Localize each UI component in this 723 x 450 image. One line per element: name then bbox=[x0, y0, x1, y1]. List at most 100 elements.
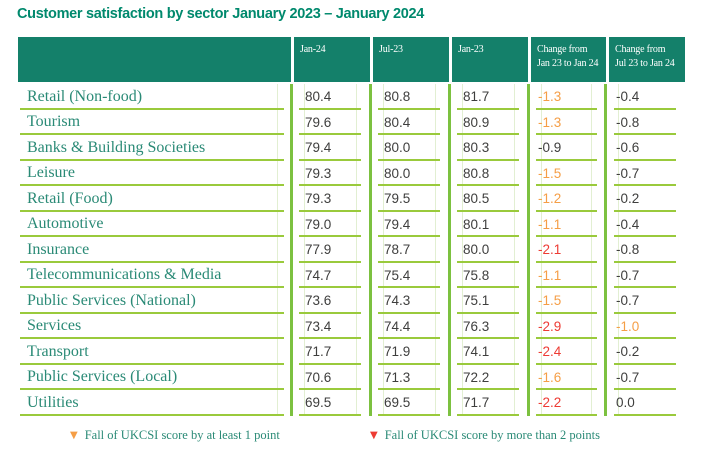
table-row: Banks & Building Societies 79.4 80.0 80.3 -0… bbox=[18, 135, 685, 161]
change-jul-cell: -0.8 bbox=[606, 110, 685, 136]
jul23-cell: 71.3 bbox=[370, 365, 449, 391]
jul23-cell: 80.0 bbox=[370, 161, 449, 187]
satisfaction-table: Jan-24 Jul-23 Jan-23 Change from Jan 23 to J… bbox=[18, 37, 685, 416]
change-jan-cell: -2.4 bbox=[528, 339, 606, 365]
change-jul-cell: -0.2 bbox=[606, 339, 685, 365]
column-rule bbox=[356, 84, 384, 416]
change-jan-cell: -1.1 bbox=[528, 263, 606, 289]
sector-name-cell: Leisure bbox=[18, 161, 291, 187]
jan24-cell: 73.4 bbox=[291, 314, 370, 340]
red-down-triangle-icon: ▼ bbox=[370, 429, 378, 441]
jan24-cell: 70.6 bbox=[291, 365, 370, 391]
change-jul-cell: 0.0 bbox=[606, 390, 685, 416]
jan24-cell: 71.7 bbox=[291, 339, 370, 365]
jan23-cell: 80.9 bbox=[449, 110, 528, 136]
legend-label: Fall of UKCSI score by more than 2 point… bbox=[384, 428, 600, 442]
column-header-sector bbox=[18, 37, 291, 82]
change-jan-cell: -1.5 bbox=[528, 288, 606, 314]
jul23-cell: 69.5 bbox=[370, 390, 449, 416]
table-row: Utilities 69.5 69.5 71.7 -2.2 0.0 bbox=[18, 390, 685, 416]
jan24-cell: 73.6 bbox=[291, 288, 370, 314]
change-jul-cell: -1.0 bbox=[606, 314, 685, 340]
jul23-cell: 79.5 bbox=[370, 186, 449, 212]
column-header-text: Jan-24 bbox=[300, 44, 326, 55]
column-rule bbox=[514, 84, 542, 416]
table-header: Jan-24 Jul-23 Jan-23 Change from Jan 23 to J… bbox=[18, 37, 685, 82]
jul23-cell: 75.4 bbox=[370, 263, 449, 289]
jan23-cell: 71.7 bbox=[449, 390, 528, 416]
column-header-jan24: Jan-24 bbox=[291, 37, 370, 82]
change-jan-cell: -2.9 bbox=[528, 314, 606, 340]
orange-down-triangle-icon: ▼ bbox=[70, 429, 78, 441]
jan24-cell: 79.3 bbox=[291, 161, 370, 187]
change-jan-cell: -2.2 bbox=[528, 390, 606, 416]
jul23-cell: 79.4 bbox=[370, 212, 449, 238]
jan24-cell: 74.7 bbox=[291, 263, 370, 289]
jul23-cell: 74.3 bbox=[370, 288, 449, 314]
jan24-cell: 79.6 bbox=[291, 110, 370, 136]
jan23-cell: 80.3 bbox=[449, 135, 528, 161]
jul23-cell: 80.8 bbox=[370, 84, 449, 110]
table-row: Retail (Food) 79.3 79.5 80.5 -1.2 -0.2 bbox=[18, 186, 685, 212]
sector-name-cell: Public Services (Local) bbox=[18, 365, 291, 391]
jan23-cell: 72.2 bbox=[449, 365, 528, 391]
change-jul-cell: -0.7 bbox=[606, 288, 685, 314]
column-header-jul23: Jul-23 bbox=[370, 37, 449, 82]
column-header-change_jan: Change from Jan 23 to Jan 24 bbox=[528, 37, 606, 82]
change-jan-cell: -1.2 bbox=[528, 186, 606, 212]
sector-name-cell: Retail (Non-food) bbox=[18, 84, 291, 110]
column-header-text: Change from bbox=[537, 44, 588, 55]
change-jul-cell: -0.2 bbox=[606, 186, 685, 212]
change-jan-cell: -1.6 bbox=[528, 365, 606, 391]
jan24-cell: 80.4 bbox=[291, 84, 370, 110]
jul23-cell: 74.4 bbox=[370, 314, 449, 340]
legend-item-red: ▼ Fall of UKCSI score by more than 2 poi… bbox=[370, 428, 600, 443]
sector-name-cell: Services bbox=[18, 314, 291, 340]
jan24-cell: 79.0 bbox=[291, 212, 370, 238]
table-row: Transport 71.7 71.9 74.1 -2.4 -0.2 bbox=[18, 339, 685, 365]
change-jan-cell: -1.3 bbox=[528, 110, 606, 136]
table-row: Public Services (National) 73.6 74.3 75.1 -1… bbox=[18, 288, 685, 314]
jul23-cell: 80.4 bbox=[370, 110, 449, 136]
column-header-text: Jan-23 bbox=[458, 44, 484, 55]
sector-name-cell: Telecommunications & Media bbox=[18, 263, 291, 289]
table-row: Telecommunications & Media 74.7 75.4 75.8 -1… bbox=[18, 263, 685, 289]
legend-label: Fall of UKCSI score by at least 1 point bbox=[84, 428, 280, 442]
column-header-text: Jul 23 to Jan 24 bbox=[615, 57, 675, 69]
jan24-cell: 79.3 bbox=[291, 186, 370, 212]
change-jul-cell: -0.6 bbox=[606, 135, 685, 161]
change-jul-cell: -0.7 bbox=[606, 161, 685, 187]
table-row: Services 73.4 74.4 76.3 -2.9 -1.0 bbox=[18, 314, 685, 340]
change-jan-cell: -0.9 bbox=[528, 135, 606, 161]
sector-name-cell: Utilities bbox=[18, 390, 291, 416]
jan23-cell: 75.1 bbox=[449, 288, 528, 314]
jul23-cell: 78.7 bbox=[370, 237, 449, 263]
column-rule bbox=[435, 84, 463, 416]
jul23-cell: 71.9 bbox=[370, 339, 449, 365]
column-rule bbox=[277, 84, 305, 416]
sector-name-cell: Retail (Food) bbox=[18, 186, 291, 212]
column-header-change_jul: Change from Jul 23 to Jan 24 bbox=[606, 37, 685, 82]
jul23-cell: 80.0 bbox=[370, 135, 449, 161]
sector-name-cell: Banks & Building Societies bbox=[18, 135, 291, 161]
sector-name-cell: Public Services (National) bbox=[18, 288, 291, 314]
change-jul-cell: -0.4 bbox=[606, 212, 685, 238]
table-row: Automotive 79.0 79.4 80.1 -1.1 -0.4 bbox=[18, 212, 685, 238]
change-jan-cell: -1.1 bbox=[528, 212, 606, 238]
sector-name-cell: Automotive bbox=[18, 212, 291, 238]
table-row: Leisure 79.3 80.0 80.8 -1.5 -0.7 bbox=[18, 161, 685, 187]
jan23-cell: 75.8 bbox=[449, 263, 528, 289]
table-body: Retail (Non-food) 80.4 80.8 81.7 -1.3 -0.4 Tou… bbox=[18, 84, 685, 416]
page-title: Customer satisfaction by sector January … bbox=[17, 6, 425, 22]
table-row: Insurance 77.9 78.7 80.0 -2.1 -0.8 bbox=[18, 237, 685, 263]
legend-item-orange: ▼ Fall of UKCSI score by at least 1 poin… bbox=[70, 428, 280, 443]
table-row: Public Services (Local) 70.6 71.3 72.2 -1.6-… bbox=[18, 365, 685, 391]
sector-name-cell: Transport bbox=[18, 339, 291, 365]
jan24-cell: 77.9 bbox=[291, 237, 370, 263]
change-jul-cell: -0.7 bbox=[606, 365, 685, 391]
change-jul-cell: -0.8 bbox=[606, 237, 685, 263]
sector-name-cell: Tourism bbox=[18, 110, 291, 136]
jan24-cell: 79.4 bbox=[291, 135, 370, 161]
jan23-cell: 74.1 bbox=[449, 339, 528, 365]
